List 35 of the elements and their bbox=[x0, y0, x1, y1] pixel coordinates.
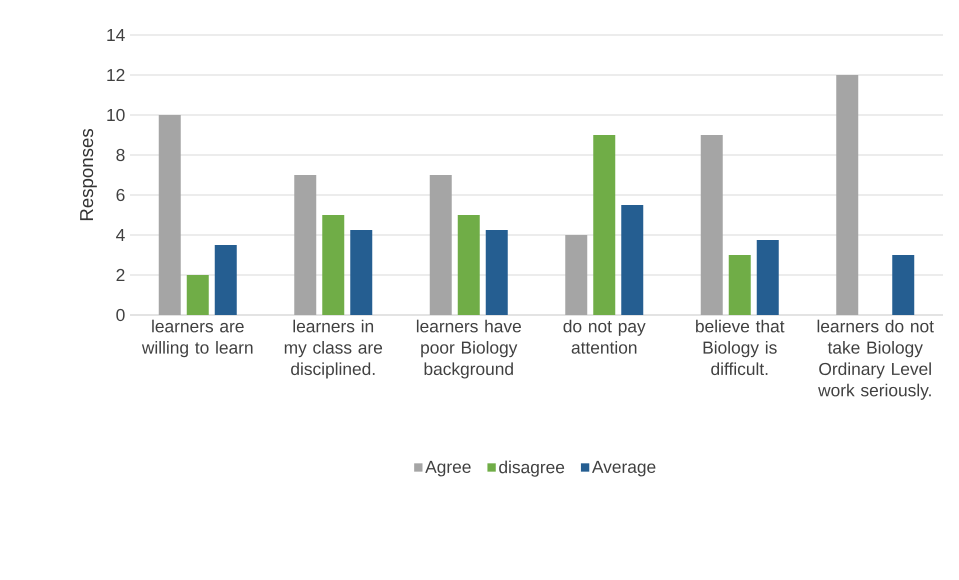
bar bbox=[322, 214, 344, 315]
bar bbox=[756, 240, 779, 315]
bar bbox=[430, 174, 452, 315]
x-tick-label: learners have poor Biology background bbox=[416, 320, 521, 379]
x-tick-label: believe that Biology is difficult. bbox=[696, 320, 784, 376]
x-tick-label: learners in my class are disciplined. bbox=[284, 320, 382, 379]
x-tick-label: learners are willing to learn bbox=[142, 320, 252, 358]
bar bbox=[565, 234, 588, 315]
y-tick-label: 8 bbox=[116, 148, 125, 162]
bar bbox=[593, 134, 616, 315]
bar bbox=[700, 134, 723, 315]
legend-label: disagree bbox=[499, 460, 564, 477]
y-tick-label: 6 bbox=[116, 188, 125, 202]
y-tick-label: 14 bbox=[107, 29, 125, 41]
bar bbox=[350, 230, 372, 315]
y-tick-label: 10 bbox=[107, 108, 125, 122]
bar bbox=[892, 254, 914, 315]
legend-label: Average bbox=[592, 460, 656, 476]
y-tick-label: 4 bbox=[116, 229, 125, 241]
y-tick-label: 12 bbox=[107, 68, 124, 82]
bar bbox=[836, 74, 858, 315]
y-tick-label: 0 bbox=[116, 308, 125, 322]
x-tick-label: do not pay attention bbox=[564, 320, 646, 354]
x-tick-label: learners do not take Biology Ordinary Level work seriously. bbox=[818, 320, 934, 400]
y-tick-label: 2 bbox=[116, 268, 124, 282]
bar bbox=[621, 204, 644, 315]
bar bbox=[158, 114, 181, 315]
bar bbox=[486, 230, 508, 315]
legend-label: Agree bbox=[425, 460, 471, 476]
y-axis-title: Responses bbox=[80, 128, 97, 220]
bar bbox=[186, 274, 209, 315]
bar bbox=[458, 214, 480, 315]
bar bbox=[728, 254, 751, 315]
bar bbox=[214, 244, 237, 315]
bar bbox=[294, 174, 316, 315]
